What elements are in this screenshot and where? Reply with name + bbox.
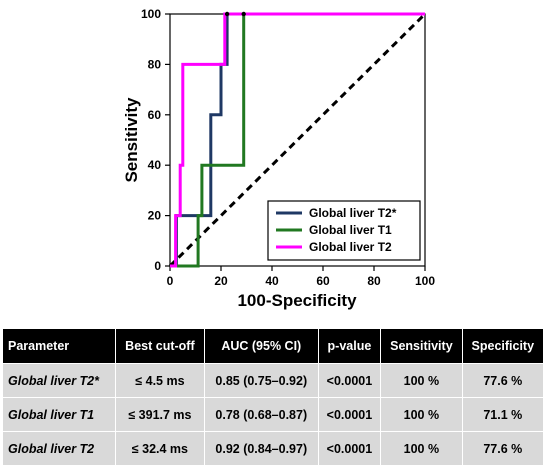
roc-curves (170, 12, 425, 268)
cell-best-cutoff: ≤ 32.4 ms (114, 431, 205, 466)
legend: Global liver T2* Global liver T1 Global li… (267, 200, 421, 261)
roc-chart: 0 20 40 60 80 100 0 20 40 60 80 100 100-Specificity… (122, 7, 435, 310)
cell-sensitivity: 100 % (380, 397, 463, 432)
legend-label: Global liver T1 (309, 223, 392, 237)
y-tick-label: 20 (148, 209, 162, 223)
roc-curve-series-2 (170, 12, 425, 268)
cutoff-markers (224, 11, 246, 17)
cell-auc: 0.78 (0.68–0.87) (203, 397, 319, 432)
y-tick-label: 40 (148, 158, 162, 172)
x-tick-label: 40 (265, 274, 279, 288)
y-axis-title: Sensitivity (122, 97, 141, 183)
cell-best-cutoff: ≤ 391.7 ms (114, 397, 205, 432)
table-row: Global liver T2 ≤ 32.4 ms 0.92 (0.84–0.9… (2, 431, 545, 466)
y-tick-label: 60 (148, 108, 162, 122)
header-best-cutoff: Best cut-off (114, 328, 205, 364)
cell-sensitivity: 100 % (380, 363, 463, 398)
cell-p-value: <0.0001 (317, 363, 382, 398)
header-auc: AUC (95% CI) (203, 328, 319, 364)
header-parameter: Parameter (2, 328, 116, 364)
cutoff-marker (241, 11, 246, 17)
legend-label: Global liver T2 (309, 240, 392, 254)
legend-label: Global liver T2* (309, 206, 397, 220)
x-axis-title: 100-Specificity (237, 291, 357, 310)
cell-parameter: Global liver T2* (2, 363, 116, 398)
header-specificity: Specificity (461, 328, 545, 364)
x-tick-label: 60 (316, 274, 330, 288)
cell-specificity: 77.6 % (461, 363, 545, 398)
header-p-value: p-value (317, 328, 382, 364)
table-header-row: Parameter Best cut-off AUC (95% CI) p-va… (2, 328, 545, 364)
cutoff-marker (224, 11, 230, 17)
cell-sensitivity: 100 % (380, 431, 463, 466)
cell-best-cutoff: ≤ 4.5 ms (114, 363, 205, 398)
y-tick-label: 0 (154, 259, 161, 273)
x-tick-label: 80 (367, 274, 381, 288)
x-tick-label: 20 (214, 274, 228, 288)
cell-p-value: <0.0001 (317, 431, 382, 466)
cell-auc: 0.92 (0.84–0.97) (203, 431, 319, 466)
cell-specificity: 77.6 % (461, 431, 545, 466)
table-row: Global liver T2* ≤ 4.5 ms 0.85 (0.75–0.9… (2, 363, 545, 398)
cell-specificity: 71.1 % (461, 397, 545, 432)
cell-auc: 0.85 (0.75–0.92) (203, 363, 319, 398)
y-tick-label: 100 (141, 7, 161, 21)
axis-ticks: 0 20 40 60 80 100 0 20 40 60 80 100 (141, 7, 435, 288)
cell-p-value: <0.0001 (317, 397, 382, 432)
cell-parameter: Global liver T2 (2, 431, 116, 466)
x-tick-label: 0 (167, 274, 174, 288)
x-tick-label: 100 (415, 274, 435, 288)
roc-curve-series-3 (170, 12, 425, 268)
cell-parameter: Global liver T1 (2, 397, 116, 432)
table-row: Global liver T1 ≤ 391.7 ms 0.78 (0.68–0.… (2, 397, 545, 432)
roc-statistics-table: Parameter Best cut-off AUC (95% CI) p-va… (2, 328, 545, 466)
header-sensitivity: Sensitivity (380, 328, 463, 364)
y-tick-label: 80 (148, 57, 162, 71)
